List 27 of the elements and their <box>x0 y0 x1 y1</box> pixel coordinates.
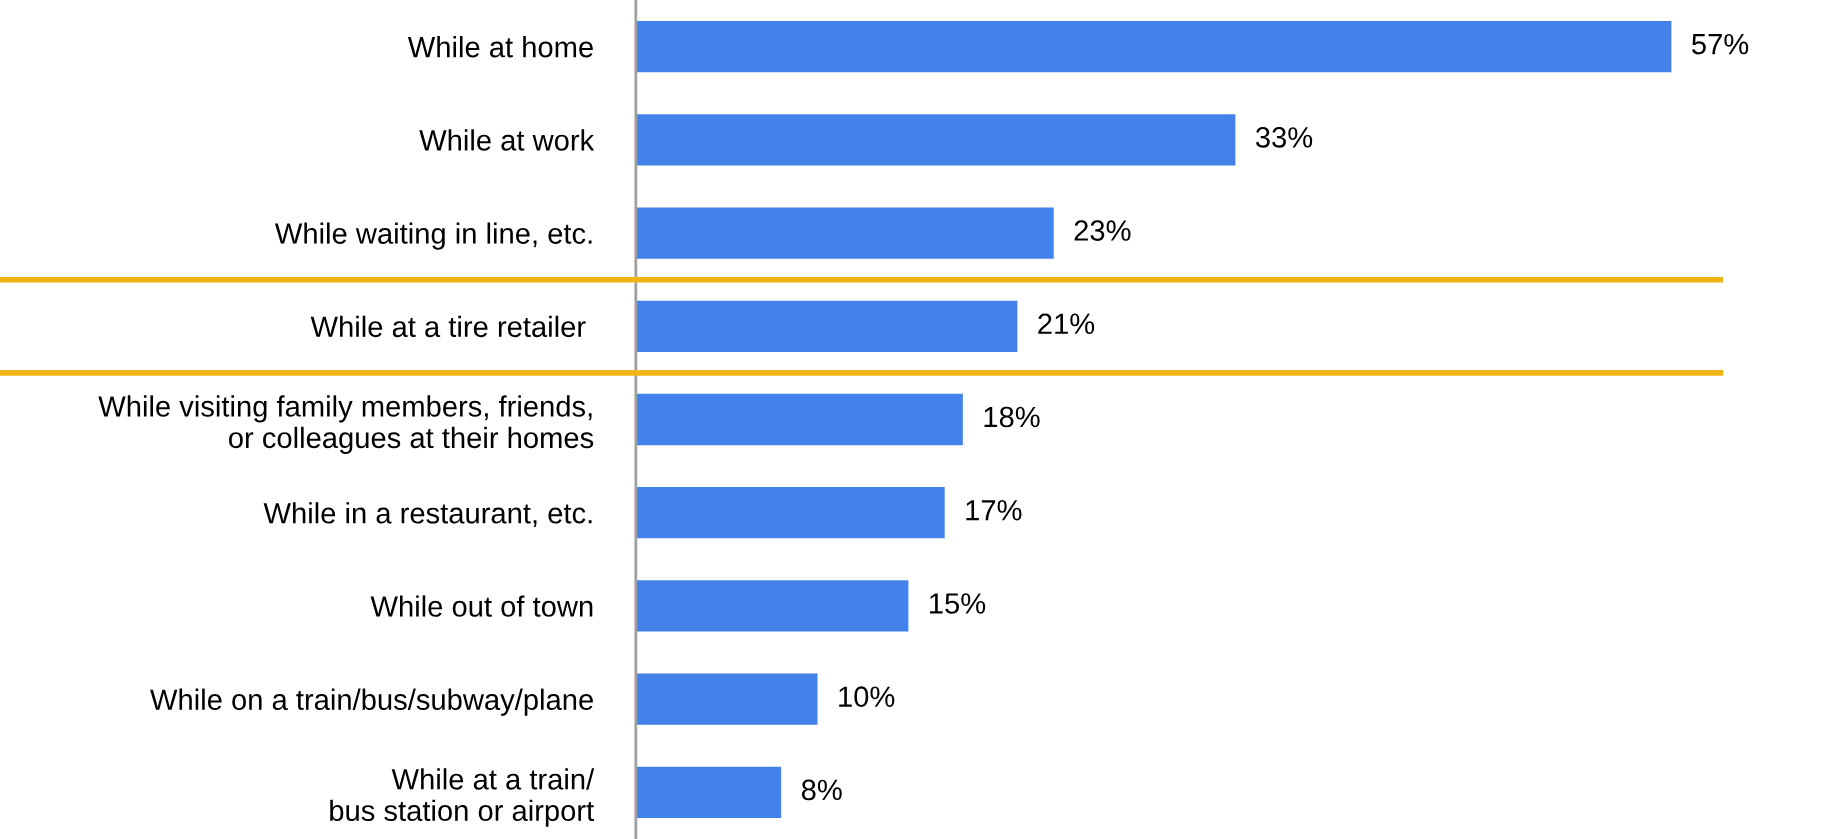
bar <box>635 673 818 725</box>
bar <box>635 766 782 819</box>
bar <box>635 580 909 632</box>
y-tick-label: While on a train/bus/subway/plane <box>150 688 593 716</box>
y-tick-label: While at work <box>419 129 595 151</box>
bar <box>635 20 1672 73</box>
y-tick-label: While waiting in line, etc. <box>274 222 592 250</box>
data-label: 15% <box>930 593 986 614</box>
y-tick-label: While at a train/ bus station or airport <box>330 768 595 827</box>
data-label: 21% <box>1038 313 1095 334</box>
data-label: 57% <box>1692 33 1749 55</box>
y-tick-label: While at a tire retailer <box>310 315 586 338</box>
data-label: 18% <box>984 406 1040 428</box>
data-label: 10% <box>839 686 895 707</box>
y-tick-label: While at home <box>407 36 593 58</box>
data-label: 23% <box>1074 220 1131 241</box>
y-tick-label: While visiting family members, friends, or colleagues at their homes <box>98 395 594 454</box>
data-label: 8% <box>801 779 842 801</box>
data-label: 17% <box>966 500 1022 521</box>
bar <box>635 487 945 539</box>
bar <box>635 300 1018 352</box>
y-tick-label: While out of town <box>370 595 593 617</box>
bar <box>635 393 963 446</box>
y-tick-label: While in a restaurant, etc. <box>263 502 592 528</box>
bar <box>635 114 1236 166</box>
bar <box>635 207 1054 259</box>
data-label: 33% <box>1255 127 1313 148</box>
